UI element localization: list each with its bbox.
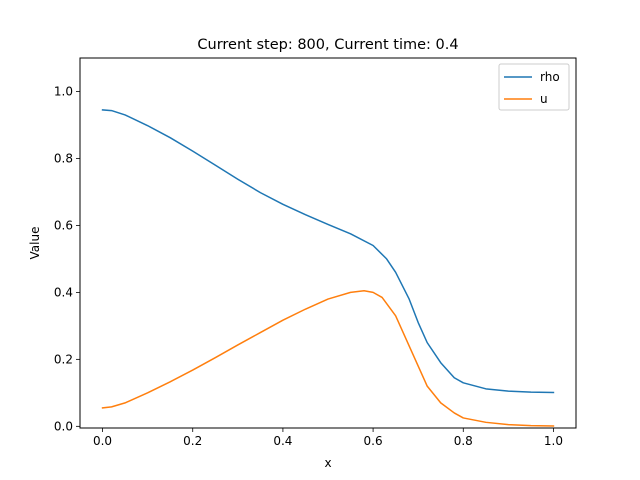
x-tick-label: 0.6 bbox=[364, 434, 383, 448]
y-tick-label: 1.0 bbox=[54, 84, 73, 98]
y-axis: 0.0 0.2 0.4 0.6 0.8 1.0 bbox=[54, 84, 80, 433]
x-tick-label: 1.0 bbox=[544, 434, 563, 448]
legend: rho u bbox=[498, 63, 570, 111]
y-axis-label: Value bbox=[28, 227, 42, 260]
y-tick-label: 0.6 bbox=[54, 218, 73, 232]
legend-label-rho: rho bbox=[540, 70, 560, 84]
plot-area bbox=[101, 109, 555, 427]
x-tick-label: 0.4 bbox=[273, 434, 292, 448]
y-tick-label: 0.4 bbox=[54, 285, 73, 299]
series-line-rho bbox=[101, 109, 555, 394]
x-axis: 0.0 0.2 0.4 0.6 0.8 1.0 bbox=[93, 428, 563, 448]
x-tick-label: 0.0 bbox=[93, 434, 112, 448]
x-tick-label: 0.8 bbox=[454, 434, 473, 448]
chart-title: Current step: 800, Current time: 0.4 bbox=[197, 37, 458, 53]
x-axis-label: x bbox=[324, 456, 331, 470]
legend-label-u: u bbox=[540, 92, 548, 106]
y-tick-label: 0.0 bbox=[54, 419, 73, 433]
y-tick-label: 0.2 bbox=[54, 352, 73, 366]
axes-frame bbox=[79, 57, 577, 429]
y-tick-label: 0.8 bbox=[54, 151, 73, 165]
series-line-u bbox=[101, 289, 555, 427]
x-tick-label: 0.2 bbox=[183, 434, 202, 448]
